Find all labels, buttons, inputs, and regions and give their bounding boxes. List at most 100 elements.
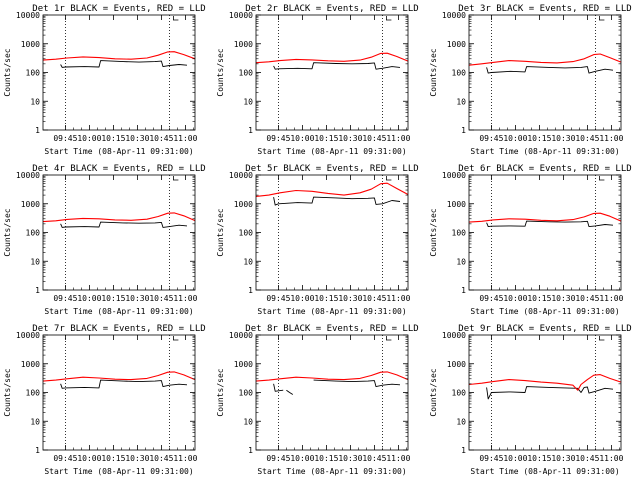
corner-marker bbox=[599, 176, 605, 181]
x-tick-label: 10:00 bbox=[77, 454, 101, 463]
x-axis-label: Start Time (08-Apr-11 09:31:00) bbox=[44, 307, 193, 316]
y-tick-label: 1000 bbox=[21, 40, 40, 49]
x-tick-label: 10:30 bbox=[125, 294, 149, 303]
y-axis-label: Counts/sec bbox=[429, 368, 438, 416]
corner-marker bbox=[386, 16, 392, 21]
y-tick-label: 1000 bbox=[447, 360, 466, 369]
x-tick-label: 09:45 bbox=[53, 454, 77, 463]
y-tick-label: 1 bbox=[35, 286, 40, 295]
x-tick-label: 10:30 bbox=[551, 294, 575, 303]
x-tick-label: 09:45 bbox=[479, 294, 503, 303]
x-tick-label: 10:30 bbox=[551, 454, 575, 463]
panel-title: Det 9r BLACK = Events, RED = LLD bbox=[458, 324, 631, 334]
x-tick-label: 10:45 bbox=[575, 454, 599, 463]
y-tick-label: 10 bbox=[30, 97, 40, 106]
events-series-line bbox=[273, 383, 284, 392]
panel-title: Det 2r BLACK = Events, RED = LLD bbox=[245, 4, 418, 14]
x-tick-label: 10:45 bbox=[362, 294, 386, 303]
x-tick-label: 10:45 bbox=[149, 134, 173, 143]
x-tick-label: 10:15 bbox=[314, 294, 338, 303]
corner-marker bbox=[173, 16, 179, 21]
x-axis-label: Start Time (08-Apr-11 09:31:00) bbox=[44, 467, 193, 476]
y-tick-label: 1 bbox=[248, 126, 253, 135]
y-tick-label: 1000 bbox=[234, 200, 253, 209]
lld-series-line bbox=[468, 212, 622, 223]
x-tick-label: 10:30 bbox=[125, 134, 149, 143]
y-tick-label: 1 bbox=[461, 126, 466, 135]
corner-marker bbox=[386, 336, 392, 341]
y-tick-label: 1 bbox=[35, 446, 40, 455]
y-tick-label: 10000 bbox=[16, 171, 40, 180]
panel-det-3: Det 3r BLACK = Events, RED = LLD Counts/s… bbox=[429, 4, 632, 156]
events-series-line bbox=[60, 60, 188, 68]
panel-det-1: Det 1r BLACK = Events, RED = LLD Counts/s… bbox=[3, 4, 206, 156]
x-axis-label: Start Time (08-Apr-11 09:31:00) bbox=[257, 307, 406, 316]
panel-det-6: Det 6r BLACK = Events, RED = LLD Counts/s… bbox=[429, 164, 632, 316]
y-tick-label: 100 bbox=[239, 389, 254, 398]
corner-marker bbox=[599, 16, 605, 21]
x-tick-label: 09:45 bbox=[266, 454, 290, 463]
x-tick-label: 11:00 bbox=[173, 454, 197, 463]
x-tick-label: 11:00 bbox=[386, 134, 410, 143]
panel-title: Det 3r BLACK = Events, RED = LLD bbox=[458, 4, 631, 14]
x-axis-label: Start Time (08-Apr-11 09:31:00) bbox=[470, 307, 619, 316]
x-tick-label: 09:45 bbox=[53, 294, 77, 303]
x-tick-label: 11:00 bbox=[386, 454, 410, 463]
y-tick-label: 1000 bbox=[447, 200, 466, 209]
x-tick-label: 10:00 bbox=[290, 134, 314, 143]
x-axis-label: Start Time (08-Apr-11 09:31:00) bbox=[44, 147, 193, 156]
x-tick-label: 11:00 bbox=[173, 294, 197, 303]
y-tick-label: 10000 bbox=[229, 11, 253, 20]
y-tick-label: 1 bbox=[461, 446, 466, 455]
events-series-line bbox=[286, 389, 294, 395]
y-tick-label: 10 bbox=[456, 257, 466, 266]
corner-marker bbox=[599, 336, 605, 341]
y-tick-label: 100 bbox=[452, 389, 467, 398]
corner-marker bbox=[386, 176, 392, 181]
x-tick-label: 10:00 bbox=[290, 454, 314, 463]
events-series-line bbox=[313, 379, 401, 388]
x-tick-label: 10:00 bbox=[290, 294, 314, 303]
lld-series-line bbox=[255, 182, 409, 197]
x-tick-label: 09:45 bbox=[266, 294, 290, 303]
y-tick-label: 100 bbox=[26, 229, 41, 238]
y-tick-label: 10000 bbox=[229, 331, 253, 340]
x-tick-label: 10:00 bbox=[503, 134, 527, 143]
x-tick-label: 11:00 bbox=[173, 134, 197, 143]
x-tick-label: 09:45 bbox=[479, 454, 503, 463]
x-tick-label: 10:15 bbox=[101, 454, 125, 463]
x-tick-label: 10:30 bbox=[338, 134, 362, 143]
y-tick-label: 1000 bbox=[234, 360, 253, 369]
y-axis-label: Counts/sec bbox=[3, 208, 12, 256]
y-tick-label: 10000 bbox=[229, 171, 253, 180]
panel-det-4: Det 4r BLACK = Events, RED = LLD Counts/s… bbox=[3, 164, 206, 316]
y-tick-label: 100 bbox=[239, 229, 254, 238]
y-tick-label: 1 bbox=[35, 126, 40, 135]
x-tick-label: 11:00 bbox=[386, 294, 410, 303]
panel-title: Det 1r BLACK = Events, RED = LLD bbox=[32, 4, 205, 14]
x-tick-label: 10:00 bbox=[503, 454, 527, 463]
x-tick-label: 10:45 bbox=[362, 454, 386, 463]
x-tick-label: 10:45 bbox=[575, 134, 599, 143]
lld-series-line bbox=[468, 374, 622, 391]
y-tick-label: 10 bbox=[30, 417, 40, 426]
events-series-line bbox=[486, 66, 614, 74]
y-tick-label: 1 bbox=[248, 286, 253, 295]
x-tick-label: 11:00 bbox=[599, 294, 623, 303]
panel-title: Det 5r BLACK = Events, RED = LLD bbox=[245, 164, 418, 174]
y-axis-label: Counts/sec bbox=[429, 48, 438, 96]
x-tick-label: 10:15 bbox=[101, 294, 125, 303]
x-tick-label: 10:30 bbox=[338, 454, 362, 463]
y-tick-label: 1 bbox=[461, 286, 466, 295]
x-tick-label: 11:00 bbox=[599, 454, 623, 463]
y-tick-label: 10000 bbox=[16, 11, 40, 20]
y-tick-label: 10000 bbox=[442, 171, 466, 180]
events-series-line bbox=[486, 386, 614, 400]
x-tick-label: 10:00 bbox=[503, 294, 527, 303]
panel-det-5: Det 5r BLACK = Events, RED = LLD Counts/s… bbox=[216, 164, 419, 316]
y-tick-label: 1000 bbox=[234, 40, 253, 49]
x-tick-label: 10:30 bbox=[551, 134, 575, 143]
x-tick-label: 10:15 bbox=[314, 454, 338, 463]
x-tick-label: 10:30 bbox=[125, 454, 149, 463]
x-axis-label: Start Time (08-Apr-11 09:31:00) bbox=[470, 147, 619, 156]
